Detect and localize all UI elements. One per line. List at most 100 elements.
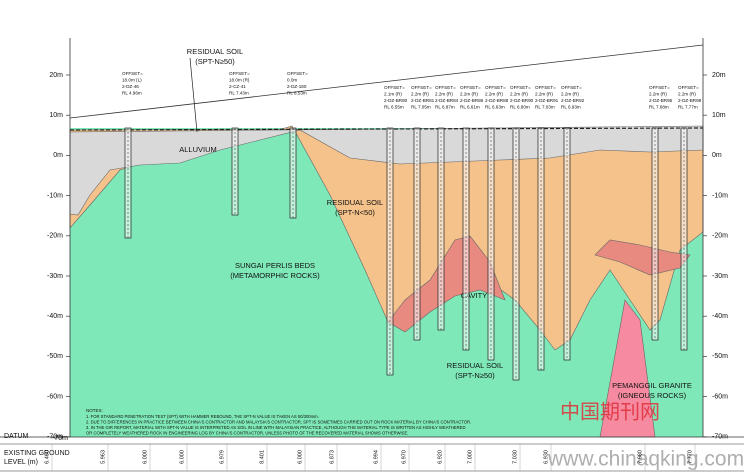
layer-note: (METAMORPHIC ROCKS) xyxy=(230,271,320,280)
leader-line xyxy=(189,57,198,133)
ground-level: 5.963 xyxy=(100,450,106,464)
elevation-label: -20m xyxy=(712,233,728,240)
elevation-label: -70m xyxy=(712,434,728,441)
ground-level: 6.994 xyxy=(373,450,379,464)
borehole-label: OFFSET= xyxy=(561,85,582,90)
elevation-label: -60m xyxy=(712,393,728,400)
borehole-label: RL 6.93m xyxy=(561,105,581,110)
borehole-label: RL 7.68m xyxy=(649,105,669,110)
borehole-label: 2-DZ-180 xyxy=(287,84,307,89)
elevation-label: -30m xyxy=(47,273,63,280)
notes-heading: NOTES: xyxy=(86,408,103,413)
ground-level: 6.920 xyxy=(437,450,443,464)
watermark: 中国期刊网 xyxy=(560,400,660,423)
borehole-label: 0.0m xyxy=(287,78,297,83)
datum-value: -70m xyxy=(52,435,68,442)
watermark-url: www.chinaqking.com xyxy=(547,448,744,471)
borehole-label: OFFSET= xyxy=(122,71,143,76)
borehole-label: OFFSET= xyxy=(485,85,506,90)
borehole-label: 2.2m (R) xyxy=(510,92,528,97)
elevation-label: 0m xyxy=(712,152,722,159)
borehole-label: RL 8.53m xyxy=(287,91,307,96)
ground-level: 7.030 xyxy=(512,450,518,464)
borehole-label: 2-DZ-BR80 xyxy=(384,98,408,103)
ground-level-label: LEVEL (m) xyxy=(4,459,38,466)
borehole-label: 2.2m (R) xyxy=(435,92,453,97)
borehole-label: 2-DZ-46 xyxy=(122,84,139,89)
borehole-label: RL 6.55m xyxy=(384,105,404,110)
borehole-label: 2.2m (R) xyxy=(411,92,429,97)
elevation-label: -10m xyxy=(712,192,728,199)
ground-level: 7.000 xyxy=(467,450,473,464)
borehole-label: RL 6.63m xyxy=(485,105,505,110)
ground-level-label: EXISTING GROUND xyxy=(4,450,70,457)
borehole-label: OFFSET= xyxy=(510,85,531,90)
ground-level: 6.460 xyxy=(44,450,50,464)
elevation-label: 0m xyxy=(53,152,63,159)
elevation-label: -10m xyxy=(47,192,63,199)
borehole-label: OFFSET= xyxy=(411,85,432,90)
note: OR COMPLETELY WEATHERED ROCK IN ENGINEER… xyxy=(86,431,408,436)
borehole-label: RL 7.03m xyxy=(535,105,555,110)
borehole-label: 2-DZ-BR90 xyxy=(510,98,534,103)
borehole-label: 2-DZ-BR84 xyxy=(435,98,459,103)
borehole-label: RL 6.87m xyxy=(435,105,455,110)
ground-level: 6.970 xyxy=(401,450,407,464)
layer-note: (IGNEOUS ROCKS) xyxy=(618,391,687,400)
borehole-label: 2.2m (R) xyxy=(485,92,503,97)
layer-label: PEMANGGIL GRANITE xyxy=(612,381,692,390)
borehole-label: 2-DZ-BR88 xyxy=(485,98,509,103)
borehole-label: OFFSET= xyxy=(229,71,250,76)
elevation-label: -50m xyxy=(712,353,728,360)
borehole-label: 2.2m (R) xyxy=(561,92,579,97)
alluvium-layer xyxy=(69,125,704,216)
borehole-label: 2.1m (R) xyxy=(384,92,402,97)
borehole-label: RL 4.96m xyxy=(122,91,142,96)
borehole-label: OFFSET= xyxy=(535,85,556,90)
layer-label: RESIDUAL SOIL xyxy=(187,47,243,56)
borehole-label: OFFSET= xyxy=(384,85,405,90)
borehole-label: RL 7.77m xyxy=(678,105,698,110)
elevation-label: -60m xyxy=(47,393,63,400)
elevation-label: -20m xyxy=(47,233,63,240)
layer-label: RESIDUAL SOIL xyxy=(327,198,383,207)
datum-label: DATUM xyxy=(4,433,29,440)
borehole-label: 18.0m (R) xyxy=(229,78,250,83)
elevation-label: -30m xyxy=(712,273,728,280)
layer-note: (SPT-N≥50) xyxy=(455,371,495,380)
borehole-label: 2-DZ-BR91 xyxy=(535,98,559,103)
ground-level: 6.000 xyxy=(179,450,185,464)
elevation-label: -40m xyxy=(47,313,63,320)
borehole-label: 2-DZ-BR95 xyxy=(649,98,673,103)
ground-level: 6.000 xyxy=(142,450,148,464)
borehole-label: RL 6.61m xyxy=(460,105,480,110)
layer-label: SUNGAI PERLIS BEDS xyxy=(235,261,315,270)
borehole-label: RL 7.43m xyxy=(229,91,249,96)
ground-level: 6.930 xyxy=(543,450,549,464)
borehole-label: OFFSET= xyxy=(460,85,481,90)
borehole-label: 2-DZ-BR81 xyxy=(411,98,435,103)
ground-line xyxy=(69,127,704,131)
ground-level: 6.000 xyxy=(297,450,303,464)
borehole-label: RL 6.80m xyxy=(510,105,530,110)
cavity-zone xyxy=(594,239,691,276)
borehole-label: OFFSET= xyxy=(649,85,670,90)
elevation-label: 10m xyxy=(712,112,726,119)
ground-level: 8.401 xyxy=(259,450,265,464)
note: 1. FOR STANDARD PENETRATION TEST (SPT) W… xyxy=(86,414,319,419)
ground-level: 6.873 xyxy=(329,450,335,464)
elevation-label: 10m xyxy=(49,112,63,119)
borehole-label: 2.2m (R) xyxy=(678,92,696,97)
ground-level: 6.979 xyxy=(219,450,225,464)
elevation-label: -70m xyxy=(47,434,63,441)
borehole-label: OFFSET= xyxy=(435,85,456,90)
borehole-label: 2-CZ-41 xyxy=(229,84,246,89)
elevation-label: 20m xyxy=(712,72,726,79)
borehole-label: 2-DZ-BR98 xyxy=(678,98,702,103)
layer-label: ALLUVIUM xyxy=(179,145,217,154)
borehole-label: OFFSET= xyxy=(287,71,308,76)
elevation-label: -40m xyxy=(712,313,728,320)
borehole-label: 2.2m (R) xyxy=(460,92,478,97)
design-line xyxy=(69,44,704,119)
